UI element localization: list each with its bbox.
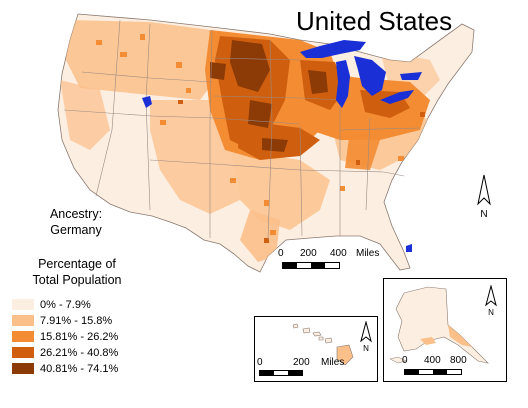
- lake-superior: [300, 40, 366, 58]
- scale-alaska-bar: [404, 369, 462, 375]
- subtitle-line2: Germany: [50, 223, 102, 237]
- legend-label: 15.81% - 26.2%: [40, 330, 119, 343]
- great-lakes: [142, 40, 422, 252]
- scale-hawaii-bar: [259, 370, 303, 376]
- scale-alaska-mid: 400: [424, 355, 441, 366]
- legend-item: 7.91% - 15.8%: [12, 313, 118, 328]
- legend-swatch: [12, 315, 34, 326]
- legend-item: 26.21% - 40.8%: [12, 345, 118, 360]
- scale-hawaii-unit: Miles: [321, 357, 345, 368]
- north-arrow-hawaii: N: [359, 320, 373, 353]
- north-arrow-icon: [485, 284, 497, 307]
- north-label: N: [363, 344, 369, 353]
- subtitle-line1: Ancestry:: [49, 207, 103, 221]
- scale-alaska-zero: 0: [402, 355, 408, 366]
- legend-title: Percentage of Total Population: [14, 256, 140, 288]
- north-arrow-icon: [360, 320, 372, 343]
- legend-label: 7.91% - 15.8%: [40, 314, 113, 327]
- scale-alaska-end: 800: [450, 355, 467, 366]
- map-title: United States: [296, 6, 453, 36]
- legend-title-line1: Percentage of: [38, 257, 116, 271]
- legend-title-line2: Total Population: [32, 273, 122, 287]
- lake-ontario: [400, 72, 422, 80]
- north-arrow-icon: [477, 174, 491, 206]
- legend-label: 40.81% - 74.1%: [40, 362, 119, 375]
- great-salt-lake: [142, 96, 152, 108]
- scale-main-zero: 0: [278, 248, 284, 259]
- alaska-map: [389, 286, 489, 364]
- legend-swatch: [12, 299, 34, 310]
- hawaii-map: [292, 323, 354, 366]
- map-subtitle: Ancestry: Germany: [28, 206, 124, 238]
- legend-item: 0% - 7.9%: [12, 297, 118, 312]
- north-arrow-main: N: [476, 174, 492, 220]
- legend-swatch: [12, 363, 34, 374]
- lake-michigan: [336, 60, 350, 108]
- north-arrow-alaska: N: [484, 284, 498, 317]
- scale-hawaii-zero: 0: [257, 357, 263, 368]
- scale-main-bar: [282, 262, 340, 269]
- state-boundaries: [63, 19, 421, 241]
- legend: 0% - 7.9% 7.91% - 15.8% 15.81% - 26.2% 2…: [12, 297, 118, 377]
- legend-label: 26.21% - 40.8%: [40, 346, 119, 359]
- north-label: N: [480, 209, 488, 220]
- legend-item: 40.81% - 74.1%: [12, 361, 118, 376]
- scale-main-end: 400: [330, 248, 347, 259]
- hawaii-inset: N 0 200 Miles: [254, 316, 378, 382]
- north-label: N: [488, 308, 494, 317]
- lake-erie: [380, 90, 414, 104]
- legend-swatch: [12, 347, 34, 358]
- legend-item: 15.81% - 26.2%: [12, 329, 118, 344]
- scale-main-mid: 200: [300, 248, 317, 259]
- alaska-inset: N 0 400 800: [383, 278, 507, 382]
- lake-huron: [354, 56, 386, 96]
- scale-main-unit: Miles: [356, 248, 380, 259]
- legend-swatch: [12, 331, 34, 342]
- scale-hawaii-end: 200: [293, 357, 310, 368]
- legend-label: 0% - 7.9%: [40, 298, 91, 311]
- lake-okeechobee: [406, 244, 412, 252]
